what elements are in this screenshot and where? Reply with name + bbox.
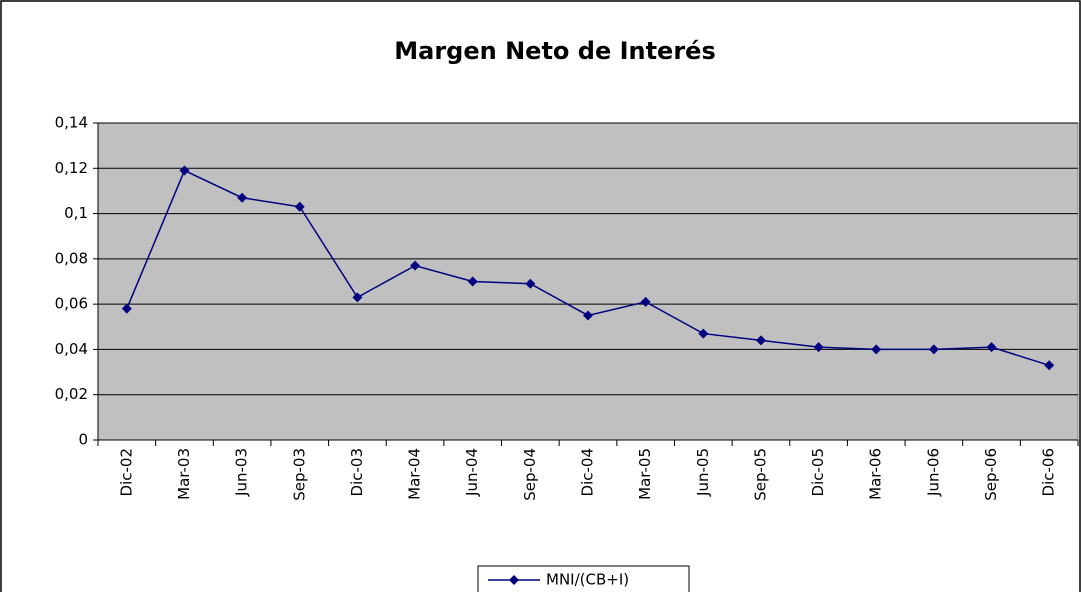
x-tick-label: Dic-02 [117,448,135,496]
x-tick-label: Sep-04 [521,448,539,501]
x-tick-label: Mar-05 [636,448,654,500]
chart-title: Margen Neto de Interés [394,37,715,65]
x-tick-label: Sep-05 [751,448,769,501]
x-tick-label: Dic-04 [579,448,597,496]
x-tick-label: Jun-04 [463,448,481,497]
x-tick-label: Sep-06 [982,448,1000,501]
data-point [467,276,478,287]
legend: MNI/(CB+I) [477,565,690,592]
y-tick-label: 0,14 [55,114,88,132]
data-point [640,296,651,307]
data-point [179,165,190,176]
data-point [121,303,132,314]
y-tick-label: 0,06 [55,295,88,313]
data-point [1044,360,1055,371]
x-tick-label: Sep-03 [290,448,308,501]
data-point [237,192,248,203]
data-point [871,344,882,355]
x-tick-label: Jun-03 [233,448,251,497]
data-point [294,201,305,212]
x-tick-label: Jun-06 [924,448,942,497]
x-tick-label: Mar-06 [867,448,885,500]
y-tick-label: 0 [78,431,88,449]
x-tick-label: Dic-06 [1040,448,1058,496]
y-tick-label: 0,04 [55,340,88,358]
x-tick-label: Dic-05 [809,448,827,496]
y-tick-label: 0,02 [55,385,88,403]
x-tick-label: Dic-03 [348,448,366,496]
data-point [583,310,593,321]
y-tick-label: 0,1 [64,204,88,222]
data-point [410,260,421,271]
legend-marker [509,575,519,585]
data-point [755,335,766,346]
data-point [352,292,363,303]
data-point [525,278,536,289]
data-point [928,344,939,355]
data-point [813,342,824,353]
y-tick-label: 0,12 [55,159,88,177]
x-tick-label: Mar-03 [175,448,193,500]
x-tick-label: Mar-04 [406,448,424,500]
plot-area [97,122,1079,441]
x-tick-label: Jun-05 [694,448,712,497]
y-tick-label: 0,08 [55,249,88,267]
data-point [698,328,709,339]
data-point [986,342,997,353]
legend-label: MNI/(CB+I) [546,571,629,589]
